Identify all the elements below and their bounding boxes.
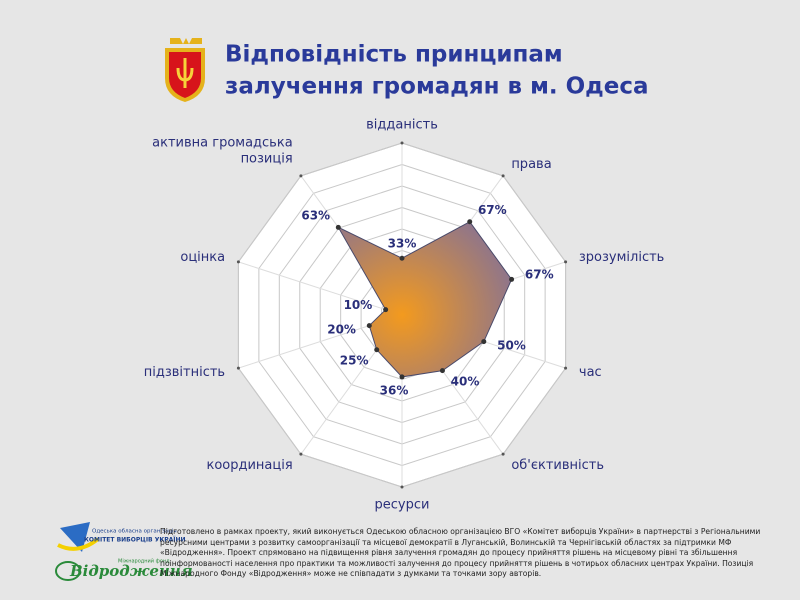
- category-label: оцінка: [180, 250, 225, 265]
- label-line: активна громадська: [152, 135, 293, 150]
- value-label: 20%: [327, 322, 356, 336]
- vertex-dot: [564, 366, 568, 370]
- data-point: [399, 255, 405, 261]
- category-label: координація: [206, 458, 292, 473]
- value-label: 67%: [525, 268, 554, 282]
- category-label: активна громадська позиція: [152, 135, 293, 166]
- category-label: підзвітність: [144, 365, 225, 380]
- vertex-dot: [400, 485, 404, 489]
- value-label: 10%: [344, 298, 373, 312]
- vertex-dot: [501, 174, 505, 178]
- vertex-dot: [400, 141, 404, 145]
- data-point: [335, 224, 341, 230]
- category-label: зрозумілість: [579, 250, 664, 265]
- vertex-dot: [299, 174, 303, 178]
- category-label: об'єктивність: [511, 458, 604, 473]
- footer-text: Підготовлено в рамках проекту, який вико…: [160, 527, 761, 578]
- logo-text: Міжнародний фонд: [118, 558, 170, 565]
- value-label: 25%: [340, 354, 369, 368]
- data-point: [467, 219, 473, 225]
- value-label: 36%: [380, 383, 409, 397]
- value-label: 63%: [301, 209, 330, 223]
- vertex-dot: [564, 260, 568, 264]
- logo-kvu: Одеська обласна організація КОМІТЕТ ВИБО…: [57, 522, 186, 552]
- value-label: 50%: [497, 338, 526, 352]
- category-label: права: [511, 157, 551, 172]
- logo-text: Відродження: [69, 562, 193, 580]
- title: Відповідність принципам: [225, 42, 563, 68]
- value-label: 67%: [478, 203, 507, 217]
- vertex-dot: [501, 452, 505, 456]
- logo-vidrodzhennia: Міжнародний фонд Відродження: [55, 558, 193, 581]
- value-label: 33%: [388, 237, 417, 251]
- data-point: [481, 339, 487, 345]
- title: залучення громадян в м. Одеса: [225, 74, 649, 100]
- logo-text: КОМІТЕТ ВИБОРЦІВ УКРАЇНИ: [84, 537, 186, 544]
- data-point: [439, 368, 445, 374]
- data-point: [374, 347, 380, 353]
- vertex-dot: [236, 260, 240, 264]
- spoke: [238, 261, 403, 316]
- category-label: відданість: [366, 118, 438, 133]
- crest: [165, 38, 205, 102]
- category-label: час: [579, 365, 602, 380]
- data-point: [366, 323, 372, 329]
- data-point: [399, 374, 405, 380]
- value-label: 40%: [451, 374, 480, 388]
- logo-text: Одеська обласна організація: [92, 529, 177, 535]
- label-line: позиція: [241, 151, 293, 166]
- data-point: [509, 276, 515, 282]
- vertex-dot: [236, 366, 240, 370]
- vertex-dot: [299, 452, 303, 456]
- data-point: [383, 307, 389, 313]
- category-label: ресурси: [375, 498, 430, 513]
